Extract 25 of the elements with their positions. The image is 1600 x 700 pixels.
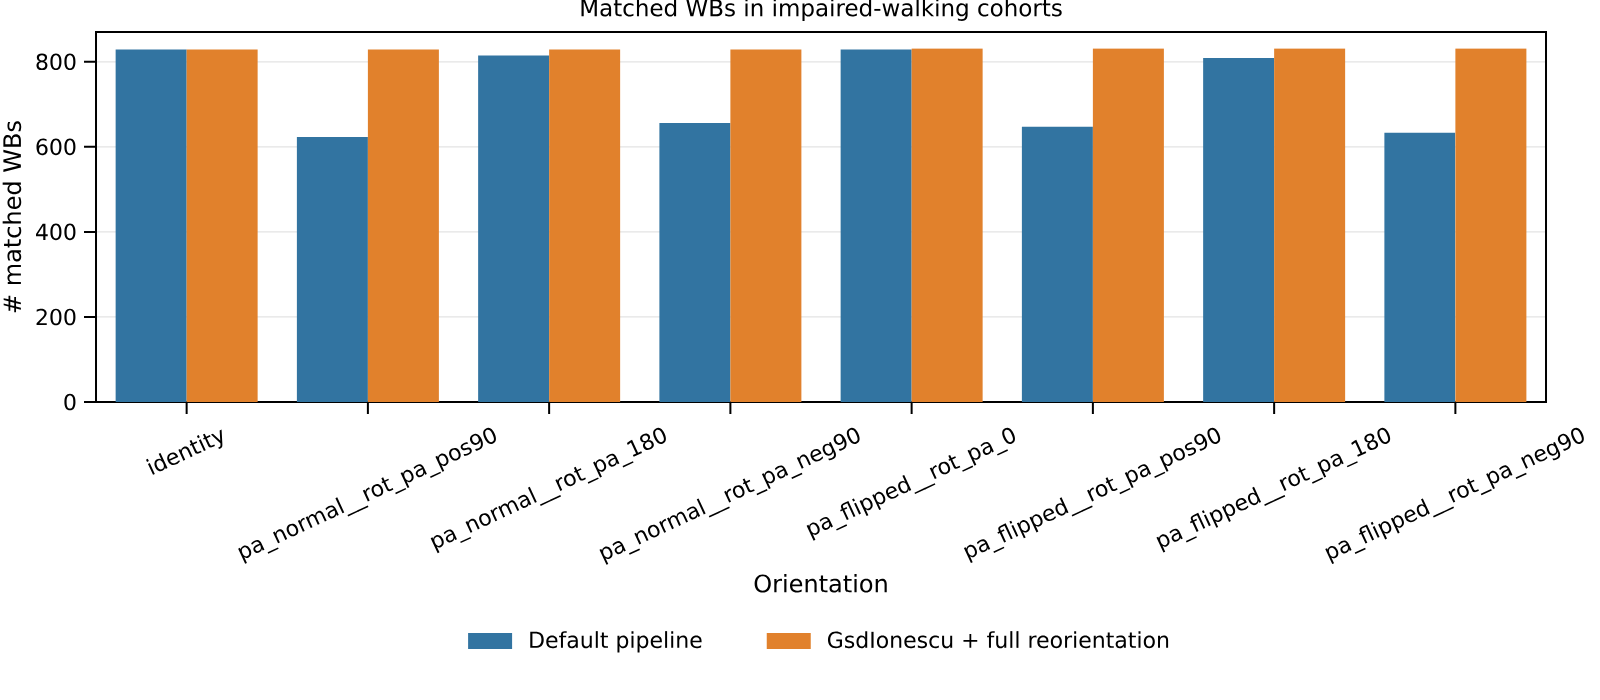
bar (730, 49, 802, 402)
bar (1274, 48, 1346, 402)
bar (186, 49, 258, 402)
bar (367, 49, 439, 402)
y-tick-label: 0 (64, 393, 76, 411)
legend-label: Default pipeline (530, 631, 702, 653)
bar (840, 49, 912, 402)
bar (1455, 48, 1527, 402)
bar (549, 49, 621, 402)
bar (1092, 48, 1164, 402)
bar (659, 123, 731, 402)
bar (911, 48, 983, 402)
bar (296, 137, 368, 402)
bar (1203, 57, 1275, 402)
y-tick-label: 600 (36, 138, 76, 156)
y-axis-title: # matched WBs (2, 121, 22, 313)
bar (1021, 126, 1093, 402)
y-tick-label: 200 (36, 308, 76, 326)
legend-label: GsdIonescu + full reorientation (827, 631, 1169, 649)
bar (1384, 132, 1456, 402)
bar (115, 49, 187, 402)
y-tick-label: 800 (36, 53, 76, 71)
y-tick-label: 400 (36, 223, 76, 241)
x-axis-title: Orientation (754, 574, 887, 593)
bar (478, 55, 550, 402)
